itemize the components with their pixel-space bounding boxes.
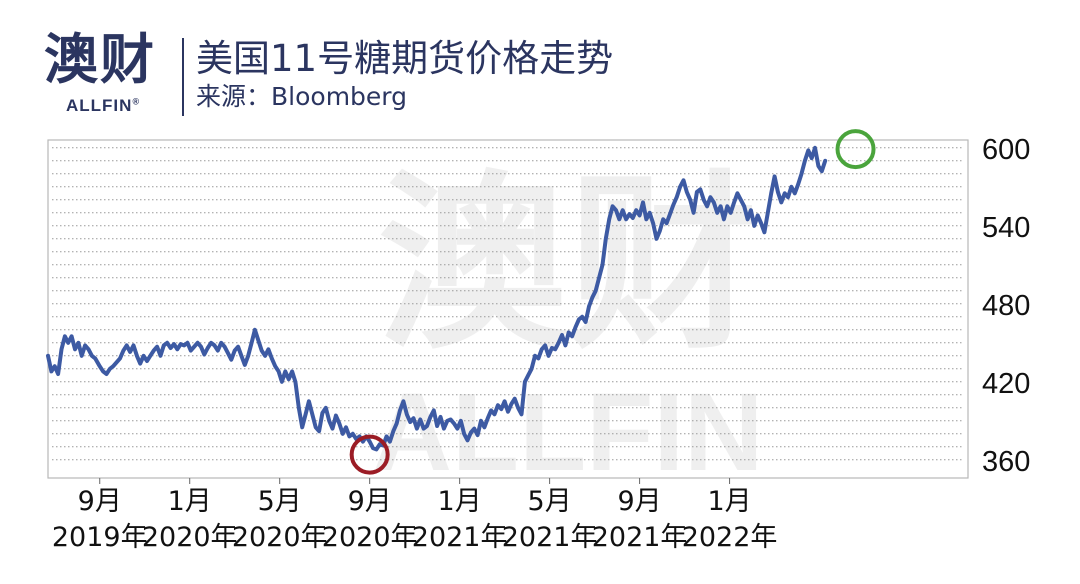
x-tick-month: 9月 xyxy=(78,486,122,517)
y-tick-label: 360 xyxy=(982,446,1030,478)
low-point-marker xyxy=(349,434,390,475)
x-tick-year: 2021年 xyxy=(412,522,508,553)
chart-header: 澳财 ALLFIN® 美国11号糖期货价格走势 来源：Bloomberg xyxy=(0,0,1080,130)
x-tick-year: 2019年 xyxy=(52,522,148,553)
x-tick-month: 1月 xyxy=(438,486,482,517)
registered-mark: ® xyxy=(132,96,141,107)
brand-logo-text: ALLFIN® xyxy=(66,96,140,116)
x-tick-year: 2022年 xyxy=(682,522,778,553)
y-tick-label: 420 xyxy=(982,368,1030,400)
y-tick-label: 600 xyxy=(982,134,1030,166)
x-tick-month: 1月 xyxy=(168,486,212,517)
watermark-en: ALLFIN xyxy=(372,371,763,494)
x-tick-month: 9月 xyxy=(617,486,661,517)
x-tick-year: 2021年 xyxy=(592,522,688,553)
x-tick-year: 2020年 xyxy=(232,522,328,553)
y-tick-label: 540 xyxy=(982,212,1030,244)
x-tick-year: 2020年 xyxy=(142,522,238,553)
x-tick-month: 9月 xyxy=(348,486,392,517)
brand-logo: 澳财 xyxy=(44,28,156,91)
x-tick-year: 2021年 xyxy=(502,522,598,553)
header-divider xyxy=(182,38,184,116)
x-tick-month: 5月 xyxy=(528,486,572,517)
x-tick-month: 1月 xyxy=(707,486,751,517)
plot-frame xyxy=(47,139,969,479)
x-tick-year: 2020年 xyxy=(322,522,418,553)
series-line xyxy=(46,145,828,452)
chart-title: 美国11号糖期货价格走势 xyxy=(196,37,614,80)
high-point-marker xyxy=(835,129,876,170)
x-tick-month: 5月 xyxy=(258,486,302,517)
chart-source: 来源：Bloomberg xyxy=(196,82,407,111)
brand-name: ALLFIN xyxy=(66,96,133,115)
y-tick-label: 480 xyxy=(982,290,1030,322)
